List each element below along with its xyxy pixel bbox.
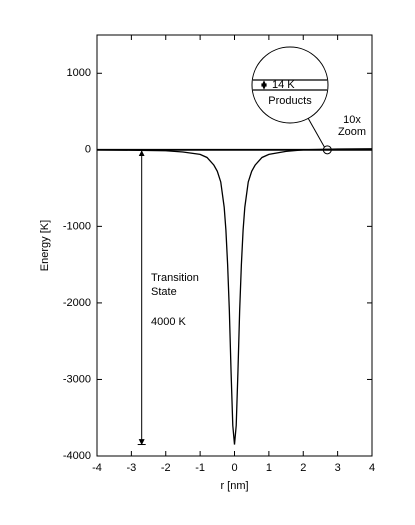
x-tick-label: 1 bbox=[266, 462, 272, 474]
zoom-marker bbox=[322, 145, 332, 155]
x-tick-label: -2 bbox=[161, 462, 171, 474]
x-tick-label: -1 bbox=[195, 462, 205, 474]
line-series bbox=[96, 148, 373, 445]
zoom-connector bbox=[307, 117, 325, 148]
x-tick-label: 2 bbox=[300, 462, 306, 474]
annotation: State bbox=[151, 286, 177, 298]
x-tick-label: 4 bbox=[369, 462, 375, 474]
x-axis-label: r [nm] bbox=[220, 480, 248, 492]
x-tick-label: -3 bbox=[126, 462, 136, 474]
zoom-circle bbox=[251, 46, 329, 124]
annotation: 10x bbox=[343, 114, 361, 126]
annotation: Products bbox=[268, 95, 312, 107]
annotation: 4000 K bbox=[151, 316, 187, 328]
y-axis-label: Energy [K] bbox=[39, 220, 51, 271]
y-tick-label: 0 bbox=[85, 144, 91, 156]
y-tick-label: -3000 bbox=[63, 373, 91, 385]
y-tick-label: -1000 bbox=[63, 220, 91, 232]
x-tick-label: 3 bbox=[335, 462, 341, 474]
y-tick-label: -2000 bbox=[63, 297, 91, 309]
annotation: Transition bbox=[151, 272, 199, 284]
annotation: 14 K bbox=[272, 79, 295, 91]
y-tick-label: -4000 bbox=[63, 450, 91, 462]
annotation: Zoom bbox=[338, 126, 366, 138]
plot-frame bbox=[96, 34, 373, 457]
x-tick-label: 0 bbox=[231, 462, 237, 474]
y-tick-label: 1000 bbox=[67, 67, 91, 79]
x-tick-label: -4 bbox=[92, 462, 102, 474]
